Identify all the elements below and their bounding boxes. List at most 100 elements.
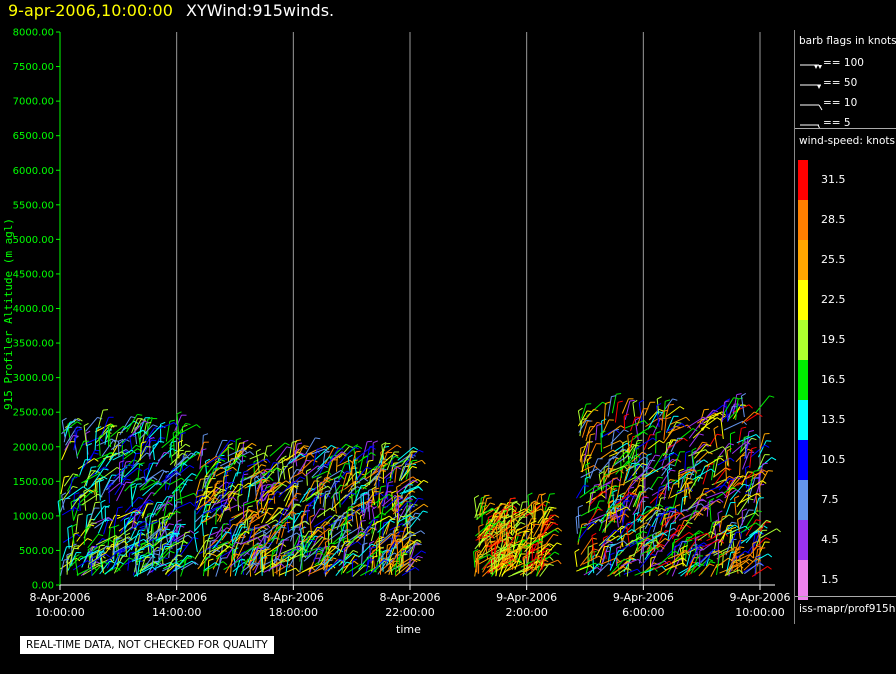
wind-barb-flag — [128, 536, 133, 541]
wind-barb — [263, 563, 282, 573]
wind-barb — [91, 561, 105, 576]
y-tick-label: 500.00 — [19, 546, 54, 557]
wind-barb — [628, 431, 644, 444]
wind-barb — [170, 486, 178, 502]
wind-barb-flag — [717, 510, 723, 514]
wind-barb-flag — [743, 483, 749, 487]
wind-barb-flag — [515, 501, 521, 506]
wind-barb — [741, 471, 749, 486]
wind-barb — [126, 532, 142, 544]
wind-barb-flag — [675, 504, 681, 507]
wind-barb-flag — [91, 522, 97, 524]
wind-barb-flag — [674, 452, 679, 457]
wind-barb-flag — [305, 520, 310, 526]
wind-barb-flag — [620, 526, 625, 530]
wind-barb — [398, 549, 402, 571]
y-tick-label: 5000.00 — [13, 235, 54, 246]
wind-barb — [409, 510, 424, 529]
wind-barb-flag — [158, 516, 164, 520]
wind-barb — [163, 520, 169, 543]
wind-barb-flag — [718, 455, 724, 458]
wind-barb-flag — [729, 475, 734, 479]
wind-barb — [407, 459, 423, 467]
wind-barb — [260, 473, 264, 492]
wind-barb-flag — [411, 450, 418, 453]
wind-barb-flag — [284, 442, 290, 446]
wind-barb — [740, 395, 745, 418]
wind-barb-flag — [389, 519, 395, 523]
wind-barb-flag — [261, 526, 267, 530]
wind-barb-flag — [160, 425, 166, 428]
wind-barb — [582, 555, 600, 565]
wind-barb-flag — [159, 440, 165, 443]
wind-barb — [400, 463, 407, 479]
wind-barb-flag — [398, 496, 403, 500]
wind-barb-flag — [728, 514, 734, 518]
wind-barb — [83, 528, 87, 546]
wind-barb — [342, 547, 346, 568]
wind-barb-flag — [278, 481, 284, 485]
colorbar-label: 10.5 — [821, 453, 846, 466]
wind-barb — [600, 557, 617, 565]
wind-barb — [619, 529, 624, 547]
wind-barb-flag — [745, 441, 751, 445]
wind-barb — [138, 492, 152, 511]
wind-barb — [733, 558, 750, 572]
wind-barb-flag — [412, 495, 417, 500]
wind-barb-flag — [317, 447, 323, 450]
wind-barb-flag — [503, 503, 508, 507]
wind-barb-flag — [524, 544, 529, 548]
wind-barb-flag — [140, 419, 147, 421]
wind-barb — [134, 556, 138, 575]
wind-barb — [613, 451, 627, 466]
wind-barb — [667, 424, 688, 434]
wind-barb — [640, 546, 655, 555]
wind-barb-flag — [593, 548, 599, 551]
wind-barb-flag — [256, 544, 262, 548]
y-tick-label: 1000.00 — [13, 511, 54, 522]
wind-barb — [69, 546, 75, 566]
wind-barb — [368, 559, 385, 576]
wind-barb — [635, 444, 638, 462]
wind-barb — [204, 549, 216, 561]
wind-barb — [311, 448, 326, 455]
wind-barb-flag — [605, 550, 611, 553]
wind-barb-flag — [398, 497, 404, 501]
wind-barb — [99, 466, 118, 481]
wind-barb-flag — [643, 431, 648, 435]
wind-barb-flag — [603, 535, 608, 539]
wind-barb — [385, 545, 388, 563]
wind-barb-flag — [685, 450, 691, 454]
wind-barb — [581, 403, 587, 419]
wind-barb — [107, 482, 121, 494]
wind-barb-flag — [767, 553, 773, 558]
wind-barb — [98, 481, 101, 501]
wind-barb-flag — [128, 463, 134, 467]
wind-barb-flag — [713, 409, 719, 413]
wind-barb — [211, 541, 229, 550]
wind-barb — [575, 485, 585, 499]
wind-barb-flag — [269, 476, 274, 481]
wind-barb-flag — [288, 517, 293, 521]
wind-barb — [397, 446, 414, 461]
wind-barb-flag — [130, 482, 136, 486]
wind-barb — [316, 528, 330, 539]
wind-barb-flag — [620, 492, 626, 496]
wind-barb — [370, 521, 378, 542]
wind-barb — [305, 480, 315, 500]
wind-barb — [598, 468, 609, 488]
wind-barb-flag — [147, 512, 153, 515]
wind-barb-flag — [194, 531, 199, 535]
wind-barb-flag — [484, 494, 490, 497]
wind-barb-flag — [241, 477, 247, 480]
wind-barb — [233, 526, 243, 544]
wind-barb — [278, 481, 294, 498]
wind-barb — [327, 529, 344, 542]
wind-barb — [267, 525, 274, 542]
wind-barb — [674, 531, 690, 543]
x-tick-time: 10:00:00 — [35, 606, 84, 619]
wind-barb — [663, 483, 668, 500]
wind-barb — [676, 486, 690, 494]
wind-barb — [724, 448, 729, 466]
wind-barb-flag — [586, 419, 592, 422]
